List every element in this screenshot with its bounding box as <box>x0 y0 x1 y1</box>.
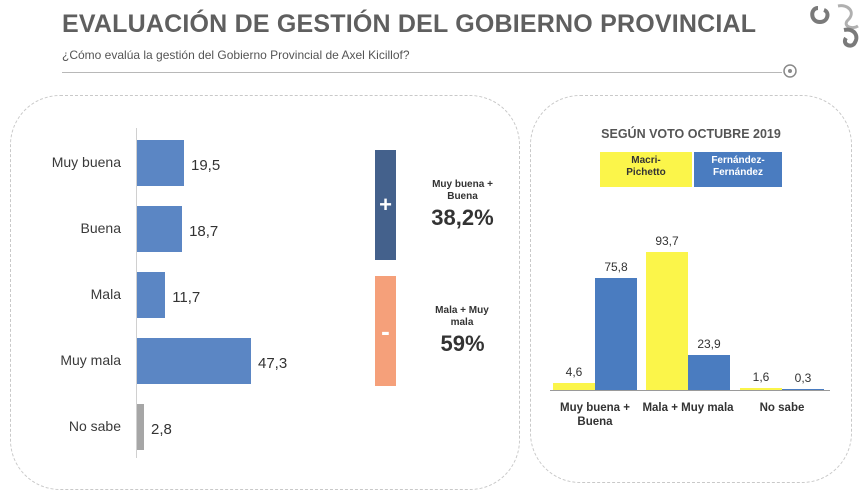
value-label: 2,8 <box>151 421 172 438</box>
bar-fernandez-1 <box>688 354 730 390</box>
category-label: Buena <box>80 220 121 236</box>
bar-muy-buena <box>137 140 184 186</box>
value-label: 75,8 <box>604 260 628 275</box>
value-label: 23,9 <box>697 336 721 351</box>
overall-evaluation-panel <box>10 95 520 490</box>
group-label: Mala + Muy mala <box>642 402 734 414</box>
positive-summary-box: + <box>375 150 396 260</box>
bar-macri-1 <box>646 252 688 390</box>
category-label: Muy buena <box>51 154 121 170</box>
positive-summary-value: 38,2% <box>431 205 494 230</box>
brand-logo-icon <box>810 4 859 48</box>
value-label: 19,5 <box>190 157 221 174</box>
page-subtitle: ¿Cómo evalúa la gestión del Gobierno Pro… <box>62 48 410 62</box>
negative-summary-box: - <box>375 276 396 386</box>
legend-macri-pichetto: Macri-Pichetto <box>600 152 692 187</box>
page-title: EVALUACIÓN DE GESTIÓN DEL GOBIERNO PROVI… <box>62 10 757 38</box>
plus-sign: + <box>379 192 392 217</box>
group-label: Muy buena + Buena <box>560 402 630 428</box>
bar-mala <box>137 272 166 318</box>
category-label: Muy mala <box>60 352 121 368</box>
left-chart-axis <box>136 128 137 458</box>
value-label: 0,3 <box>794 371 812 385</box>
negative-summary-value: 59% <box>440 331 485 356</box>
bar-buena <box>137 206 183 252</box>
bar-no-sabe <box>137 404 144 450</box>
bar-macri-0 <box>553 383 595 390</box>
vote-chart-baseline <box>550 390 830 391</box>
value-label: 1,6 <box>752 369 770 384</box>
bar-muy-mala <box>137 338 251 384</box>
positive-summary-label: Muy buena + Buena <box>432 179 493 202</box>
legend-fernandez-fernandez: Fernández-Fernández <box>694 152 782 187</box>
category-label: Mala <box>90 286 121 302</box>
minus-sign: - <box>381 316 390 346</box>
value-label: 11,7 <box>172 289 201 306</box>
bar-fernandez-2 <box>782 389 824 390</box>
value-label: 4,6 <box>565 365 583 380</box>
header-divider <box>62 72 782 73</box>
vote-chart-title: SEGÚN VOTO OCTUBRE 2019 <box>601 127 781 141</box>
value-label: 18,7 <box>189 223 219 240</box>
bar-fernandez-0 <box>595 278 637 390</box>
value-label: 93,7 <box>655 234 679 248</box>
group-label: No sabe <box>759 402 805 414</box>
value-label: 47,3 <box>258 355 288 372</box>
negative-summary-label: Mala + Muy mala <box>435 305 489 328</box>
bar-macri-2 <box>740 387 782 390</box>
vote-breakdown-panel <box>530 95 852 483</box>
swirl-icon <box>783 64 797 78</box>
category-label: No sabe <box>68 418 121 434</box>
